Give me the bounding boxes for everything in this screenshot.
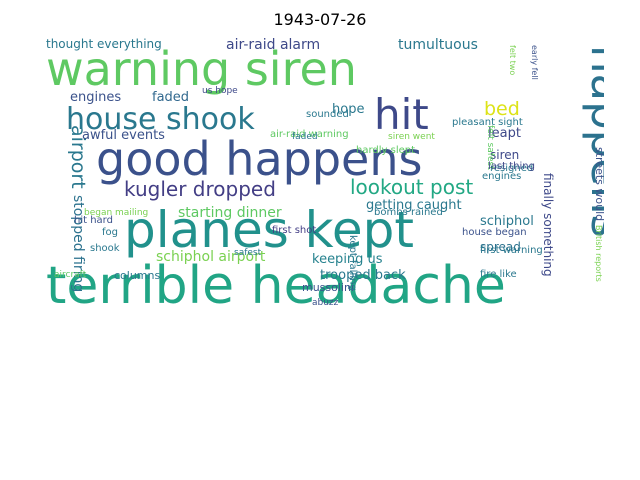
cloud-word: house began — [462, 227, 527, 238]
cloud-word: air-raid alarm — [226, 37, 320, 53]
cloud-word: good happens — [96, 132, 422, 186]
cloud-word: air-raid warning — [270, 129, 349, 140]
cloud-word: finally something — [541, 173, 555, 277]
cloud-word: siren — [490, 148, 519, 162]
cloud-word: hit — [374, 90, 429, 139]
cloud-word: awful events — [82, 128, 165, 143]
cloud-word: kugler dropped — [124, 177, 276, 201]
cloud-word: us hope — [202, 86, 238, 96]
cloud-word: engines — [482, 171, 521, 182]
cloud-word: spread — [480, 240, 521, 254]
cloud-word: first warning — [480, 245, 543, 256]
cloud-word: early fell — [530, 45, 539, 80]
cloud-word: fire like — [480, 269, 517, 280]
cloud-word: felt two — [508, 45, 517, 75]
cloud-word: hit hard — [74, 215, 113, 226]
cloud-word: stopped firing — [70, 195, 86, 292]
cloud-word: bombs rained — [374, 207, 443, 218]
cloud-word: lookout post — [350, 175, 473, 199]
cloud-word: getting caught — [366, 198, 462, 213]
cloud-word: starting dinner — [178, 205, 282, 221]
cloud-word: tumultuous — [398, 37, 478, 53]
cloud-word: fog — [102, 227, 118, 238]
cloud-word: bed — [484, 98, 520, 120]
cloud-word: first shot — [272, 225, 316, 236]
cloud-word: abuzz — [312, 298, 339, 308]
cloud-word: engines — [70, 90, 121, 105]
cloud-word: hope — [332, 102, 364, 117]
cloud-word: planes kept — [124, 201, 414, 259]
cloud-word: columns — [114, 269, 160, 282]
cloud-word: leapt — [488, 126, 521, 141]
cloud-word: thought everything — [46, 37, 162, 51]
cloud-word: airport — [67, 125, 89, 189]
cloud-word: kept falling — [347, 235, 358, 291]
cloud-word: trooped back — [320, 268, 406, 283]
cloud-word: last thing — [488, 161, 535, 172]
cloud-word: mussolini — [302, 281, 354, 294]
cloud-word: faded — [152, 90, 189, 105]
cloud-word: pleasant sight — [452, 117, 523, 128]
cloud-word: faded — [292, 132, 318, 142]
cloud-word: happens — [581, 45, 604, 238]
cloud-word: house shook — [66, 102, 255, 137]
cloud-word: schiphol airport — [156, 249, 266, 265]
cloud-word: schiphol — [480, 214, 534, 229]
cloud-word: safest — [234, 248, 262, 258]
cloud-word: warning siren — [46, 42, 357, 96]
cloud-word: began mailing — [84, 208, 148, 218]
cloud-word: shook — [90, 243, 120, 254]
cloud-word: siren went — [388, 132, 435, 142]
cloud-word: resigned — [490, 163, 533, 174]
cloud-word: hardly slept — [356, 145, 415, 156]
cloud-word: terrible headache — [46, 256, 506, 315]
chart-title: 1943-07-26 — [273, 10, 367, 29]
cloud-word: streets would — [593, 147, 604, 221]
cloud-word: sounded — [306, 109, 349, 120]
cloud-word: felt safest — [485, 125, 495, 170]
cloud-word: aircraft — [54, 270, 87, 280]
cloud-word: keeping us — [312, 252, 383, 267]
cloud-word: British reports — [594, 225, 603, 282]
word-cloud: terrible headache planes kept good happens… — [44, 35, 604, 315]
